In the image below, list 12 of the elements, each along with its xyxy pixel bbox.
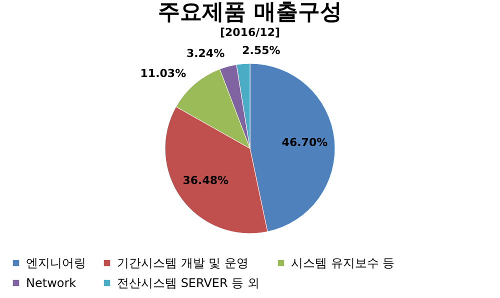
chart-subtitle: [2016/12] [220, 26, 280, 39]
legend-label: 전산시스템 SERVER 등 외 [117, 276, 260, 290]
chart-title: 주요제품 매출구성 [158, 0, 342, 25]
data-label: 46.70% [282, 136, 328, 149]
legend-label: 시스템 유지보수 등 [291, 256, 395, 270]
legend-label: 엔지니어링 [26, 256, 86, 270]
data-label: 36.48% [182, 174, 229, 187]
legend-label: Network [26, 276, 76, 290]
data-label: 2.55% [242, 44, 280, 57]
data-label: 11.03% [140, 67, 186, 80]
data-label: 3.24% [186, 46, 225, 60]
legend-label: 기간시스템 개발 및 운영 [117, 256, 248, 270]
